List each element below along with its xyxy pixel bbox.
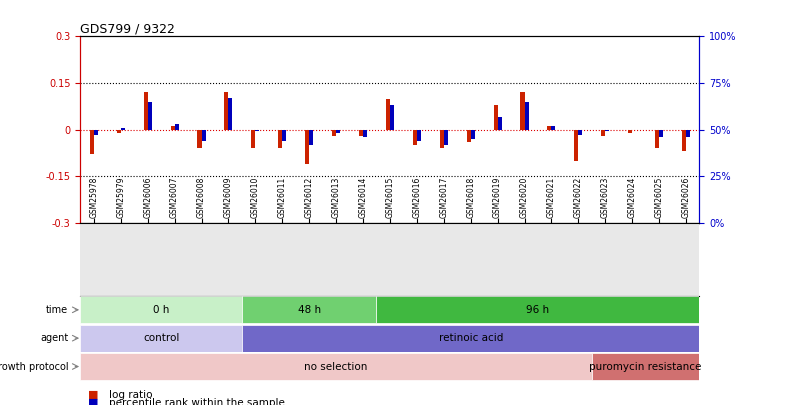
Bar bbox=[470, 130, 474, 139]
Text: growth protocol: growth protocol bbox=[0, 362, 68, 371]
Bar bbox=[80, 353, 591, 380]
Bar bbox=[336, 130, 340, 133]
Bar bbox=[363, 130, 367, 137]
Bar bbox=[94, 130, 98, 135]
Bar bbox=[416, 130, 421, 141]
Bar bbox=[255, 130, 259, 132]
Text: ■: ■ bbox=[88, 398, 99, 405]
Bar bbox=[443, 130, 447, 145]
Bar bbox=[547, 126, 551, 130]
Bar bbox=[120, 128, 124, 130]
Bar bbox=[80, 324, 242, 352]
Bar bbox=[658, 130, 662, 137]
Bar bbox=[385, 98, 389, 130]
Bar bbox=[627, 130, 631, 133]
Text: puromycin resistance: puromycin resistance bbox=[589, 362, 701, 371]
Text: 48 h: 48 h bbox=[297, 305, 320, 315]
Bar bbox=[242, 296, 376, 324]
Text: retinoic acid: retinoic acid bbox=[438, 333, 502, 343]
Bar bbox=[654, 130, 658, 148]
Bar bbox=[493, 105, 497, 130]
Bar bbox=[577, 130, 581, 135]
Bar bbox=[439, 130, 443, 148]
Bar bbox=[389, 105, 393, 130]
Bar bbox=[520, 92, 524, 130]
Text: ■: ■ bbox=[88, 390, 99, 400]
Text: no selection: no selection bbox=[304, 362, 367, 371]
Bar bbox=[524, 102, 528, 130]
Bar bbox=[116, 130, 120, 133]
Text: GDS799 / 9322: GDS799 / 9322 bbox=[80, 22, 175, 35]
Bar bbox=[278, 130, 282, 148]
Text: 0 h: 0 h bbox=[153, 305, 169, 315]
Bar bbox=[228, 98, 232, 130]
Bar bbox=[359, 130, 363, 136]
Bar bbox=[551, 126, 555, 130]
Bar bbox=[170, 126, 174, 130]
Bar bbox=[80, 296, 242, 324]
Bar bbox=[224, 92, 228, 130]
Bar bbox=[309, 130, 313, 145]
Bar bbox=[144, 92, 148, 130]
Bar bbox=[601, 130, 605, 136]
Bar bbox=[605, 130, 609, 132]
Bar bbox=[251, 130, 255, 148]
Bar bbox=[202, 130, 206, 141]
Bar bbox=[332, 130, 336, 136]
Bar bbox=[591, 353, 699, 380]
Text: time: time bbox=[46, 305, 68, 315]
Bar bbox=[376, 296, 699, 324]
Bar bbox=[685, 130, 689, 137]
Bar bbox=[681, 130, 685, 151]
Bar bbox=[90, 130, 94, 154]
Text: control: control bbox=[143, 333, 179, 343]
Text: percentile rank within the sample: percentile rank within the sample bbox=[108, 398, 284, 405]
Bar bbox=[148, 102, 152, 130]
Text: agent: agent bbox=[40, 333, 68, 343]
Text: 96 h: 96 h bbox=[526, 305, 549, 315]
Bar bbox=[282, 130, 286, 141]
Bar bbox=[305, 130, 309, 164]
Bar bbox=[497, 117, 501, 130]
Bar bbox=[242, 324, 699, 352]
Bar bbox=[412, 130, 416, 145]
Bar bbox=[174, 124, 178, 130]
Bar bbox=[573, 130, 577, 161]
Text: log ratio: log ratio bbox=[108, 390, 152, 400]
Bar bbox=[198, 130, 202, 148]
Bar bbox=[466, 130, 470, 142]
